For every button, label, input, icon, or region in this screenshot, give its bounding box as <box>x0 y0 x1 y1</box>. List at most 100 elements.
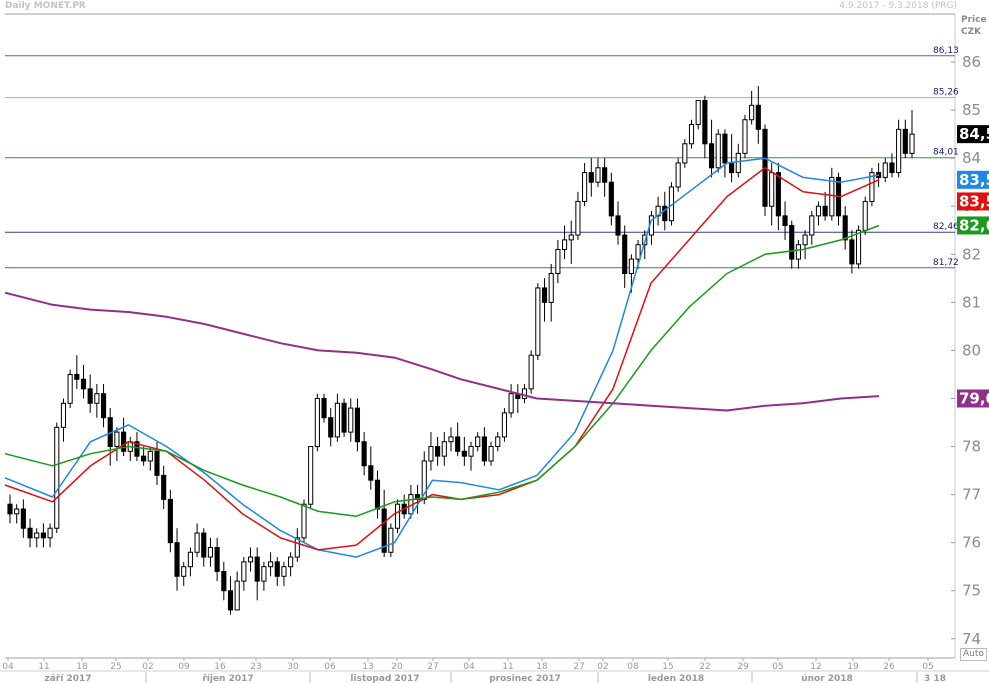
candle-body <box>154 450 160 476</box>
candle-body <box>635 244 641 260</box>
candle <box>54 422 60 534</box>
x-day-label: 04 <box>463 662 475 672</box>
candle <box>167 489 173 553</box>
candle-body <box>475 436 481 448</box>
badge-label: 83,5 <box>959 192 989 210</box>
price-badge: 82,6 <box>957 216 989 235</box>
candle <box>815 201 822 226</box>
candle-body <box>388 527 394 553</box>
candle <box>294 528 300 562</box>
candle-body <box>862 200 868 231</box>
candle-body <box>47 527 53 539</box>
candle <box>268 552 274 577</box>
candle-body <box>842 215 848 241</box>
candle-body <box>281 566 287 577</box>
candle <box>207 537 214 567</box>
y-tick-label: 75 <box>962 582 981 600</box>
candle-body <box>495 436 501 448</box>
badge-label: 84,5 <box>959 125 989 143</box>
candle-body <box>74 373 80 380</box>
candle-body <box>394 503 401 529</box>
candle-body <box>575 200 581 236</box>
candle <box>475 432 481 452</box>
candle <box>94 384 100 418</box>
x-day-label: 05 <box>772 662 783 672</box>
auto-scale-button[interactable]: Auto <box>960 648 987 661</box>
x-day-label: 15 <box>662 662 673 672</box>
candle <box>849 230 855 274</box>
price-badge: 83,5 <box>957 170 989 189</box>
candle <box>481 427 487 466</box>
candle <box>655 196 661 226</box>
badge-box <box>957 125 989 144</box>
ma-line <box>4 224 880 517</box>
x-month-label: říjen 2017 <box>202 674 253 683</box>
candle <box>588 158 594 197</box>
candle-body <box>234 580 240 611</box>
candle-body <box>54 426 60 529</box>
candle <box>909 110 915 159</box>
candle-body <box>314 397 320 448</box>
candle-body <box>588 172 594 183</box>
candle <box>535 283 541 361</box>
candle <box>74 355 80 389</box>
candle-body <box>261 566 267 582</box>
candle <box>127 436 133 461</box>
candle-body <box>822 205 828 217</box>
candle-body <box>889 162 895 174</box>
candle-body <box>167 498 173 544</box>
candle-body <box>481 436 487 462</box>
y-tick-label: 80 <box>962 341 981 359</box>
candle-body <box>94 393 100 404</box>
candle-body <box>789 224 795 260</box>
candle <box>835 172 842 226</box>
candle-body <box>341 402 347 433</box>
candle-body <box>268 561 274 568</box>
candle <box>582 162 588 207</box>
candle <box>161 465 167 510</box>
candle-body <box>368 465 374 481</box>
candle-body <box>428 446 434 462</box>
x-month-label: prosinec 2017 <box>489 674 561 683</box>
candle <box>842 206 848 250</box>
candle <box>14 504 20 524</box>
candle-body <box>809 215 815 236</box>
candle <box>227 576 234 615</box>
candle <box>648 211 654 245</box>
candle-body <box>782 215 788 226</box>
candle-body <box>40 532 46 539</box>
candle-body <box>582 172 588 202</box>
x-day-label: 05 <box>922 662 933 672</box>
candle <box>802 230 808 260</box>
candle-body <box>829 176 835 217</box>
candle <box>20 499 26 538</box>
candle-body <box>187 551 193 568</box>
badge-label: 83,5 <box>959 171 989 189</box>
candle-body <box>241 561 247 582</box>
candle <box>441 432 447 466</box>
candle <box>602 158 608 197</box>
candle <box>755 86 761 144</box>
ma-line <box>4 167 880 551</box>
candle <box>174 528 180 591</box>
candle <box>7 494 13 524</box>
candle-body <box>622 234 628 275</box>
candle-body <box>501 412 508 438</box>
candle-body <box>288 556 294 568</box>
candle <box>314 393 320 452</box>
candle <box>488 441 494 466</box>
y-tick-label: 77 <box>962 486 981 504</box>
x-day-label: 11 <box>502 662 513 672</box>
x-day-label: 29 <box>737 662 749 672</box>
candle-body <box>441 441 447 457</box>
candle-body <box>775 172 781 217</box>
x-day-label: 02 <box>597 662 608 672</box>
candle <box>608 172 614 226</box>
candle-body <box>468 446 474 457</box>
badge-label: 82,6 <box>959 216 989 234</box>
candle <box>461 436 467 466</box>
candle <box>822 191 828 221</box>
candle-body <box>221 570 227 592</box>
price-badge: 84,5 <box>957 125 989 144</box>
